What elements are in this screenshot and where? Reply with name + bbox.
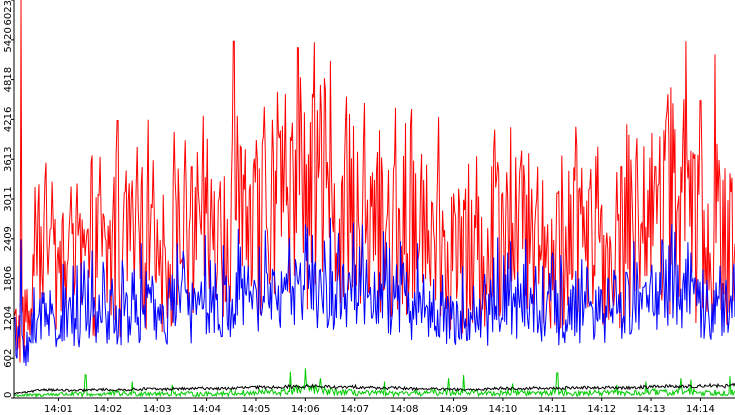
series-line-3 — [13, 368, 735, 398]
y-tick-label: 3613 — [3, 147, 14, 172]
y-tick-label: 6023 — [3, 0, 14, 25]
axis-layer: 0 602 1204 1806 2409 3011 3613 4216 4818 5420 6023… — [3, 0, 735, 415]
x-tick-label: 14:07 — [340, 404, 369, 415]
y-tick-label: 5420 — [3, 27, 14, 52]
y-tick-label: 1204 — [3, 306, 14, 331]
x-tick-label: 14:11 — [538, 404, 567, 415]
x-tick-label: 14:01 — [44, 404, 73, 415]
y-tick-label: 4818 — [3, 67, 14, 92]
x-tick-label: 14:05 — [242, 404, 271, 415]
x-tick-label: 14:03 — [143, 404, 172, 415]
x-tick-label: 14:09 — [439, 404, 468, 415]
x-tick-label: 14:13 — [637, 404, 666, 415]
y-tick-label: 1806 — [3, 266, 14, 291]
x-tick-label: 14:02 — [93, 404, 122, 415]
series-line-1 — [13, 0, 735, 363]
x-tick-label: 14:04 — [192, 404, 221, 415]
y-tick-label: 3011 — [3, 186, 14, 211]
series-layer — [13, 0, 735, 398]
y-tick-label: 4216 — [3, 107, 14, 132]
y-tick-label: 602 — [3, 349, 14, 368]
x-tick-label: 14:14 — [686, 404, 715, 415]
series-line-2 — [13, 217, 735, 366]
x-tick-label: 14:10 — [488, 404, 517, 415]
x-tick-label: 14:08 — [390, 404, 419, 415]
y-tick-label: 2409 — [3, 226, 14, 251]
x-tick-label: 14:12 — [587, 404, 616, 415]
x-tick-label: 14:06 — [291, 404, 320, 415]
series-line-4 — [13, 382, 735, 395]
y-tick-label: 0 — [3, 392, 14, 398]
